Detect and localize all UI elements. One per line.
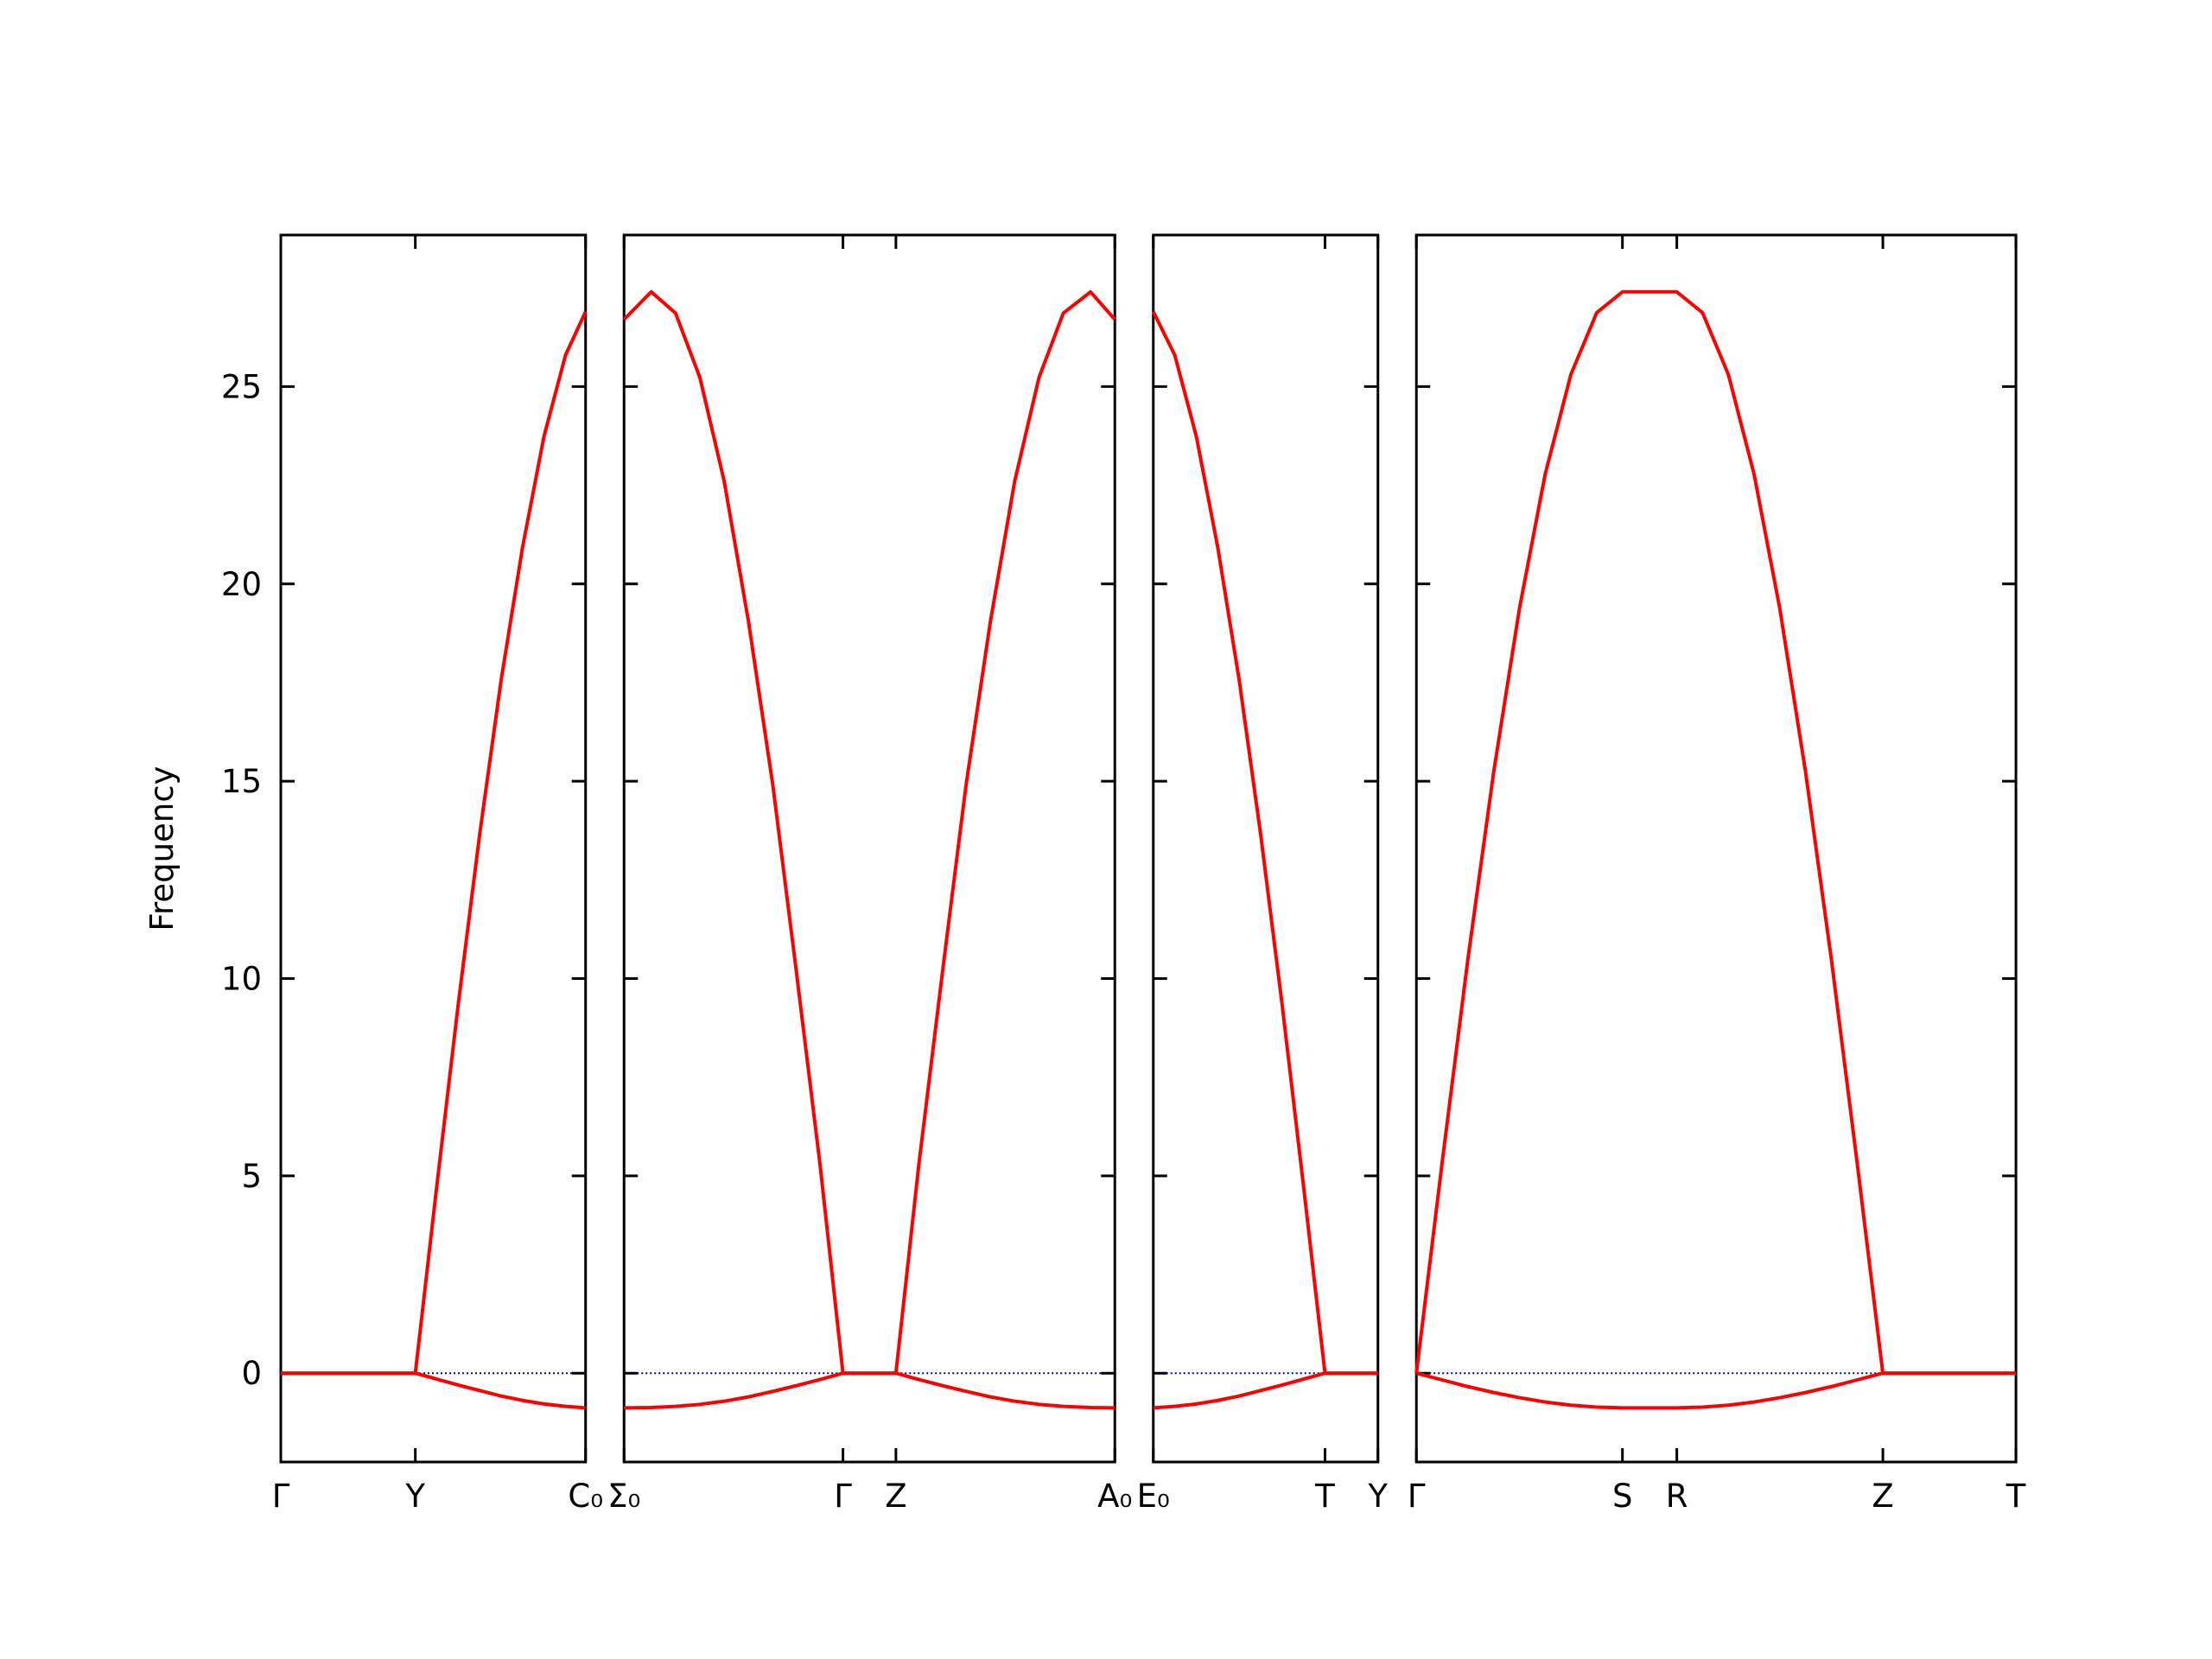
x-tick-label: Y (1367, 1478, 1388, 1515)
band-line (622, 289, 1116, 1376)
band-line (1151, 310, 1378, 1376)
y-tick-label: 0 (241, 1355, 262, 1392)
y-tick-label: 25 (221, 368, 262, 405)
x-tick-label: E₀ (1137, 1478, 1170, 1515)
band-line (624, 1371, 1116, 1410)
x-tick-label: Σ₀ (607, 1478, 640, 1515)
x-tick-label: S (1612, 1478, 1633, 1515)
axes-frame (279, 233, 588, 1464)
band-line (281, 1371, 586, 1410)
x-tick-label: T (2005, 1478, 2026, 1515)
panel: E₀ T Y (1137, 233, 1388, 1515)
y-tick-label: 15 (221, 763, 262, 800)
x-tick-label: Γ (1408, 1478, 1426, 1515)
band-line (1153, 1371, 1378, 1410)
y-axis-label: Frequency (143, 766, 181, 931)
axes-frame (1152, 233, 1380, 1464)
x-tick-label: R (1666, 1478, 1688, 1515)
band-line (1415, 1371, 2017, 1410)
y-tick-label: 5 (241, 1158, 262, 1195)
y-tick-label: 20 (221, 566, 262, 603)
x-tick-label: C₀ (568, 1478, 603, 1515)
axes-frame (622, 233, 1116, 1464)
x-tick-label: T (1314, 1478, 1335, 1515)
y-tick-label: 10 (221, 960, 262, 997)
x-tick-label: Z (1872, 1478, 1893, 1515)
x-tick-label: Y (404, 1478, 425, 1515)
axes-frame (1414, 233, 2018, 1464)
x-tick-label: Z (885, 1478, 906, 1515)
x-tick-label: Γ (834, 1478, 852, 1515)
x-tick-label: A₀ (1097, 1478, 1132, 1515)
band-line (1414, 289, 2017, 1376)
panel: Σ₀ Γ Z A₀ (607, 233, 1132, 1515)
x-tick-label: Γ (272, 1478, 290, 1515)
panel: 0 5 10 15 20 25 Γ Y C₀ Frequency (143, 233, 603, 1515)
band-line (281, 310, 588, 1376)
